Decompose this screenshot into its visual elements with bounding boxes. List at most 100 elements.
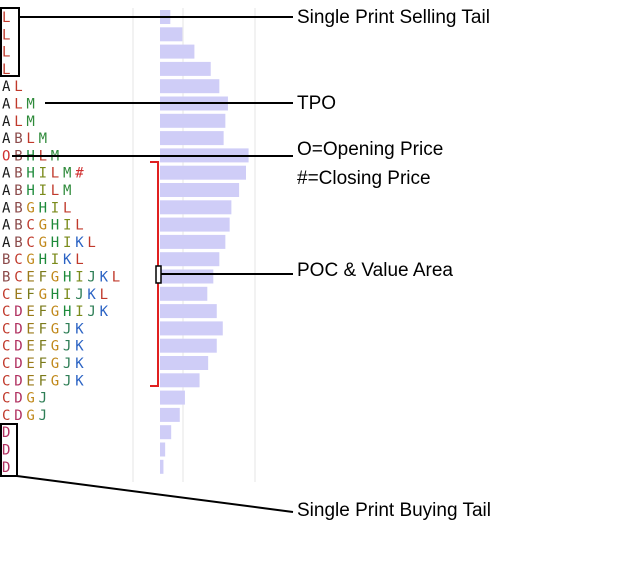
tpo-letter: K [75, 373, 84, 389]
volume-bar [160, 200, 232, 215]
tpo-letter: H [51, 235, 59, 251]
tpo-letter: G [51, 373, 59, 389]
tpo-letter: K [100, 304, 109, 320]
tpo-letter: C [2, 356, 10, 372]
tpo-letter: E [26, 321, 34, 337]
tpo-letter: H [51, 218, 59, 234]
volume-bar [160, 113, 226, 128]
tpo-letter: M [63, 166, 71, 182]
tpo-letter: K [75, 356, 84, 372]
poc-value-area-label: POC & Value Area [297, 260, 453, 281]
volume-bar [160, 79, 220, 94]
tpo-letter: C [2, 321, 10, 337]
tpo-letter: B [14, 200, 22, 216]
tpo-letter: M [63, 183, 71, 199]
tpo-letter: L [51, 166, 59, 182]
tpo-letter: H [39, 200, 47, 216]
tpo-letter: L [100, 287, 108, 303]
tpo-row: L [2, 27, 10, 43]
tpo-letter: D [14, 339, 22, 355]
tpo-row: D [2, 460, 10, 476]
tpo-letter: A [2, 183, 11, 199]
volume-bar [160, 286, 208, 301]
tpo-letter: G [26, 200, 34, 216]
tpo-letter: M [26, 97, 34, 113]
tpo-letter: I [75, 270, 83, 286]
tpo-letter: B [14, 183, 22, 199]
volume-bar [160, 338, 217, 353]
tpo-letter: L [14, 97, 22, 113]
volume-bar [160, 269, 214, 284]
tpo-letter: J [39, 408, 47, 424]
tpo-letter: B [14, 218, 22, 234]
tpo-letter: C [2, 339, 10, 355]
tpo-letter: F [26, 287, 34, 303]
tpo-letter: # [75, 166, 84, 182]
tpo-letter: I [75, 304, 83, 320]
tpo-letter: G [39, 218, 47, 234]
tpo-letter: F [39, 304, 47, 320]
tpo-letter: K [63, 252, 72, 268]
tpo-letter: H [63, 270, 71, 286]
buying-tail-callout-line [16, 475, 294, 513]
tpo-letter: I [63, 287, 71, 303]
tpo-letter: L [87, 235, 95, 251]
tpo-letter: G [51, 321, 59, 337]
tpo-letter: I [39, 166, 47, 182]
opening-price-label: O=Opening Price [297, 139, 443, 160]
volume-bar [160, 165, 246, 180]
tpo-letter: A [2, 235, 11, 251]
tpo-letter: C [26, 235, 34, 251]
tpo-letter: L [63, 200, 71, 216]
tpo-letter: C [2, 304, 10, 320]
tpo-letter: G [39, 287, 47, 303]
tpo-letter: I [39, 183, 47, 199]
tpo-letter: D [14, 373, 22, 389]
volume-bar [160, 442, 166, 457]
tpo-row: L [2, 45, 10, 61]
tpo-letter: J [63, 356, 71, 372]
tpo-letter: E [26, 373, 34, 389]
tpo-letter: E [14, 287, 22, 303]
tpo-letter: J [63, 339, 71, 355]
tpo-letter: J [63, 321, 71, 337]
tpo-letter: L [2, 45, 10, 61]
volume-histogram [160, 10, 249, 474]
tpo-letter: G [51, 339, 59, 355]
tpo-letter: B [2, 270, 10, 286]
tpo-row: D [2, 425, 10, 441]
volume-bar [160, 407, 180, 422]
tpo-letter: F [39, 373, 47, 389]
volume-bar [160, 321, 223, 336]
volume-bar [160, 183, 240, 197]
tpo-row: D [2, 443, 10, 459]
tpo-letter: C [2, 287, 10, 303]
tpo-letter: J [87, 304, 95, 320]
tpo-letter: J [63, 373, 71, 389]
tpo-letter: G [51, 356, 59, 372]
tpo-letter: E [26, 270, 34, 286]
tpo-letter: A [2, 79, 11, 95]
tpo-letter: E [26, 356, 34, 372]
tpo-letter: A [2, 166, 11, 182]
tpo-letter: E [26, 304, 34, 320]
tpo-letter: L [14, 114, 22, 130]
tpo-letter: I [51, 200, 59, 216]
tpo-row: L [2, 10, 10, 26]
tpo-row: L [2, 62, 10, 78]
tpo-letter: D [14, 391, 22, 407]
tpo-letter: B [2, 252, 10, 268]
volume-bar [160, 234, 226, 249]
tpo-letter: D [14, 356, 22, 372]
tpo-letter: B [14, 166, 22, 182]
tpo-letter: D [2, 443, 10, 459]
volume-bar [160, 304, 217, 319]
buying-tail-box [0, 423, 18, 477]
volume-bar [160, 252, 220, 267]
tpo-letter: D [14, 408, 22, 424]
